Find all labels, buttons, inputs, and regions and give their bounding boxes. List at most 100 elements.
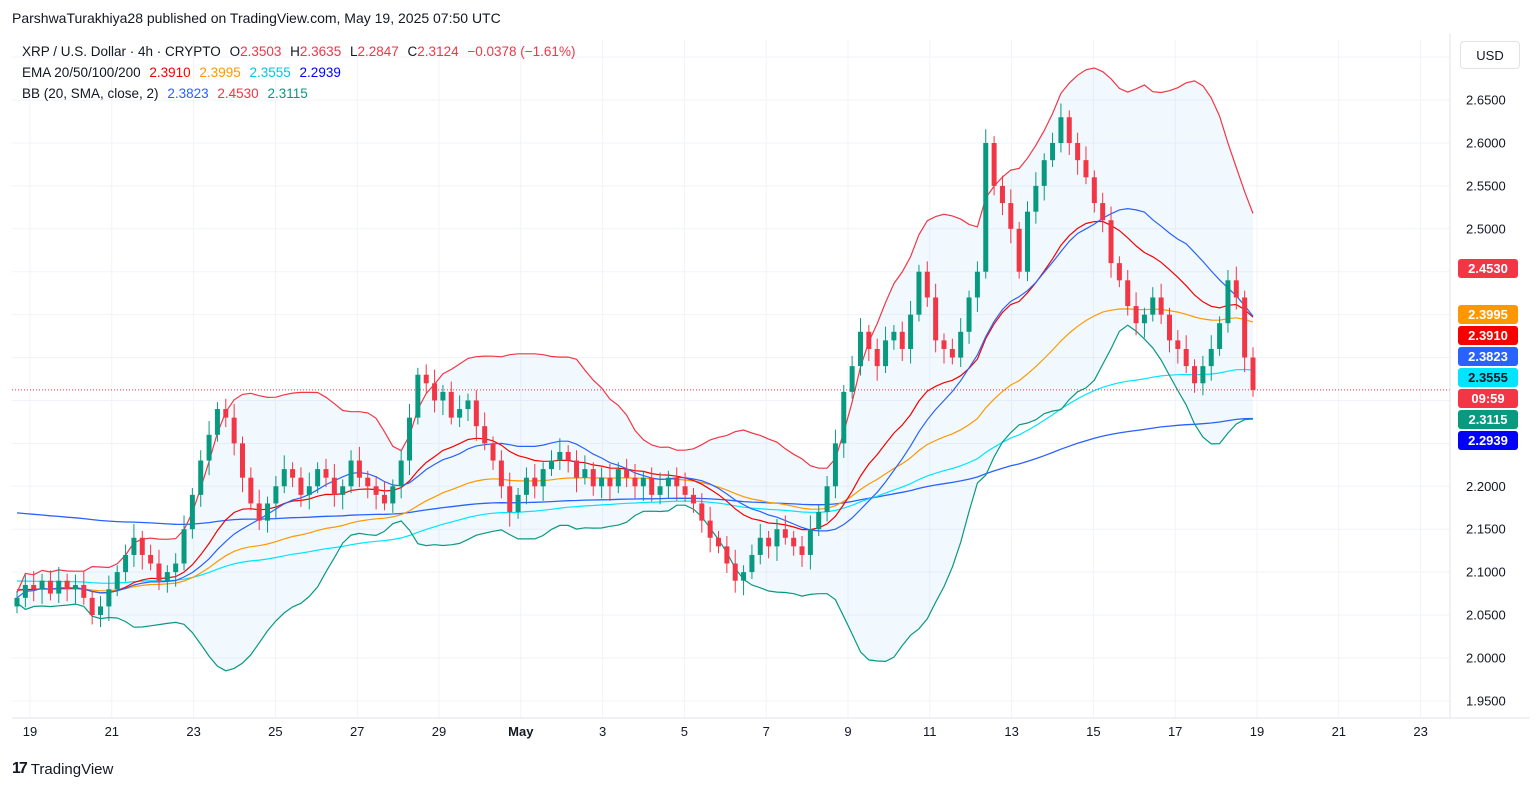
candle <box>248 467 254 511</box>
candle-body <box>999 185 1005 204</box>
candle <box>331 463 337 507</box>
candle <box>206 421 212 476</box>
bb-upper-line <box>16 67 1254 593</box>
candle-body <box>306 486 312 495</box>
candle-body <box>716 537 722 547</box>
candle-body <box>498 460 504 487</box>
candle <box>607 463 613 501</box>
candle-body <box>724 546 730 564</box>
candle <box>991 136 997 196</box>
bb-upper-value: 2.4530 <box>217 86 259 101</box>
candle <box>56 566 62 603</box>
candle <box>624 458 630 488</box>
symbol-legend[interactable]: XRP / U.S. Dollar · 4h · CRYPTO O2.3503 … <box>22 44 580 59</box>
price-tag: 2.3555 <box>1458 368 1518 388</box>
candle <box>916 264 922 322</box>
time-tick-label: 3 <box>599 724 606 739</box>
candle <box>306 472 312 510</box>
candle <box>440 385 446 416</box>
tradingview-logo[interactable]: 17 TradingView <box>12 760 113 778</box>
candle <box>123 544 129 582</box>
candle-body <box>315 469 321 487</box>
candle-body <box>281 469 287 487</box>
candle <box>239 436 245 493</box>
candle-body <box>265 503 271 521</box>
price-tag: 2.3823 <box>1458 347 1518 367</box>
candle-body <box>857 331 863 367</box>
candle <box>523 467 529 505</box>
candle-body <box>114 572 120 590</box>
candle <box>340 479 346 510</box>
candle <box>999 175 1005 216</box>
candle <box>699 493 705 533</box>
candle <box>832 429 838 499</box>
ema-legend[interactable]: EMA 20/50/100/200 2.3910 2.3995 2.3555 2… <box>22 65 346 80</box>
candle-body <box>916 271 922 315</box>
candle-body <box>64 580 70 590</box>
candle <box>665 470 671 499</box>
candle <box>958 318 964 367</box>
time-tick-label: 29 <box>432 724 446 739</box>
candle-body <box>407 417 413 461</box>
candle <box>81 571 87 605</box>
time-tick-label: May <box>508 724 534 739</box>
candle-body <box>1175 340 1181 349</box>
candle <box>381 481 387 511</box>
currency-button[interactable]: USD <box>1460 41 1520 69</box>
candle-body <box>1058 117 1064 143</box>
candle-body <box>181 529 187 564</box>
candle <box>532 463 538 499</box>
candle <box>415 367 421 425</box>
candle-body <box>565 451 571 461</box>
candle-body <box>799 546 805 555</box>
time-tick-label: 19 <box>1250 724 1264 739</box>
candle <box>348 450 354 494</box>
price-tag: 2.4530 <box>1458 259 1518 279</box>
candle-body <box>239 443 245 478</box>
candle <box>590 462 596 496</box>
candle-body <box>448 391 454 418</box>
candle-body <box>473 400 479 427</box>
candle-body <box>690 494 696 504</box>
candle-body <box>782 529 788 538</box>
candle-body <box>991 142 997 186</box>
candle-body <box>607 477 613 487</box>
candle <box>515 487 521 519</box>
candle <box>1183 335 1189 373</box>
candle <box>315 462 321 494</box>
candle <box>398 450 404 499</box>
bb-legend[interactable]: BB (20, SMA, close, 2) 2.3823 2.4530 2.3… <box>22 86 313 101</box>
candle <box>131 524 137 567</box>
candle-body <box>39 580 45 590</box>
candle <box>615 462 621 494</box>
candle <box>273 475 279 519</box>
candle-body <box>548 460 554 470</box>
candle <box>682 472 688 502</box>
time-tick-label: 23 <box>1413 724 1427 739</box>
candle <box>1192 359 1198 393</box>
bb-lower-line <box>16 324 1254 672</box>
candle <box>883 326 889 373</box>
candle <box>1250 347 1256 397</box>
candle <box>632 463 638 499</box>
candle <box>448 381 454 425</box>
candle-body <box>791 537 797 547</box>
candle-body <box>933 297 939 341</box>
candle-body <box>1083 160 1089 178</box>
candle-body <box>373 486 379 495</box>
candle <box>1075 132 1081 175</box>
candle <box>148 544 154 571</box>
candle-body <box>557 451 563 461</box>
candle <box>741 565 747 596</box>
candle-body <box>139 537 145 555</box>
author-line: ParshwaTurakhiya28 published on TradingV… <box>12 10 501 26</box>
candle <box>1175 330 1181 364</box>
candle-body <box>256 503 262 521</box>
time-tick-label: 5 <box>681 724 688 739</box>
candle <box>548 450 554 476</box>
candle-body <box>816 512 822 530</box>
candle <box>899 321 905 361</box>
candle <box>574 450 580 493</box>
candle-body <box>1166 314 1172 341</box>
